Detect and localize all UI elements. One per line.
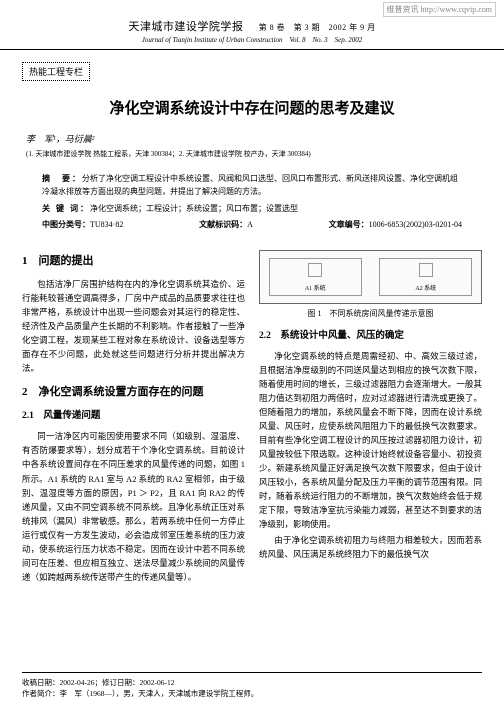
right-column: A1 系统 A2 系统 图 1 不同系统房间风量传递示意图 2.2 系统设计中风… xyxy=(259,244,482,585)
author-bio: 作者简介：李 军（1968—），男，天津人，天津城市建设学院工程师。 xyxy=(22,688,482,699)
section-tag: 热能工程专栏 xyxy=(22,62,90,81)
article-id: 1006-6853(2002)03-0201-04 xyxy=(369,220,462,229)
doc-code: A xyxy=(247,220,253,229)
abstract-text: 分析了净化空调工程设计中系统设置、风阀和风口选型、回风口布置形式、新风送排风设置… xyxy=(42,174,458,196)
article-id-label: 文章编号： xyxy=(329,220,369,229)
paragraph: 由于净化空调系统初阻力与终阻力相差较大，因而若系统风量、风压满足系统终阻力下的最… xyxy=(259,533,482,561)
fig-box-a2: A2 系统 xyxy=(379,258,472,296)
affiliations: (1. 天津城市建设学院 热能工程系，天津 300384；2. 天津城市建设学院… xyxy=(26,149,478,159)
doc-code-label: 文献标识码： xyxy=(199,220,247,229)
abstract-label: 摘 要： xyxy=(42,174,82,183)
body-columns: 1 问题的提出 包括洁净厂房围护结构在内的净化空调系统其造价、运行能耗较普通空调… xyxy=(22,244,482,585)
clc-label: 中图分类号： xyxy=(42,220,90,229)
journal-name-cn: 天津城市建设学院学报 xyxy=(128,21,243,33)
paragraph: 包括洁净厂房围护结构在内的净化空调系统其造价、运行能耗较普通空调高得多，厂房中产… xyxy=(22,277,245,375)
heading-2-1: 2.1 风量传递问题 xyxy=(22,409,245,425)
keywords-label: 关 键 词： xyxy=(42,204,90,213)
left-column: 1 问题的提出 包括洁净厂房围护结构在内的净化空调系统其造价、运行能耗较普通空调… xyxy=(22,244,245,585)
footer: 收稿日期：2002-04-26；修订日期：2002-06-12 作者简介：李 军… xyxy=(22,672,482,700)
clc-code: TU834·82 xyxy=(90,220,123,229)
classification-row: 中图分类号：TU834·82 文献标识码：A 文章编号：1006-6853(20… xyxy=(42,219,462,230)
watermark: 维普资讯 http://www.cqvip.com xyxy=(383,2,496,17)
figure-caption: 图 1 不同系统房间风量传递示意图 xyxy=(259,307,482,320)
keywords-text: 净化空调系统；工程设计；系统设置；风口布置；设置选型 xyxy=(90,204,298,213)
heading-2-2: 2.2 系统设计中风量、风压的确定 xyxy=(259,329,482,345)
abstract: 摘 要：分析了净化空调工程设计中系统设置、风阀和风口选型、回风口布置形式、新风送… xyxy=(42,173,462,199)
journal-name-en: Journal of Tianjin Institute of Urban Co… xyxy=(20,35,484,45)
figure-diagram: A1 系统 A2 系统 xyxy=(259,250,482,304)
paragraph: 同一洁净区内可能因使用要求不同（如级别、湿温度、有否防爆要求等），划分成若干个净… xyxy=(22,429,245,583)
fig-box-a1: A1 系统 xyxy=(269,258,362,296)
keywords: 关 键 词：净化空调系统；工程设计；系统设置；风口布置；设置选型 xyxy=(42,203,462,216)
figure-1: A1 系统 A2 系统 图 1 不同系统房间风量传递示意图 xyxy=(259,250,482,320)
vol-issue: 第 8 卷 第 3 期 2002 年 9 月 xyxy=(259,23,376,32)
paragraph: 净化空调系统的特点是周需经初、中、高效三级过滤，且根据洁净度级别的不同送风量达到… xyxy=(259,349,482,531)
heading-1: 1 问题的提出 xyxy=(22,252,245,270)
heading-2: 2 净化空调系统设置方面存在的问题 xyxy=(22,383,245,401)
article-title: 净化空调系统设计中存在问题的思考及建议 xyxy=(20,97,484,118)
dates: 收稿日期：2002-04-26；修订日期：2002-06-12 xyxy=(22,677,482,688)
authors: 李 军¹，马衍晨² xyxy=(26,132,478,145)
